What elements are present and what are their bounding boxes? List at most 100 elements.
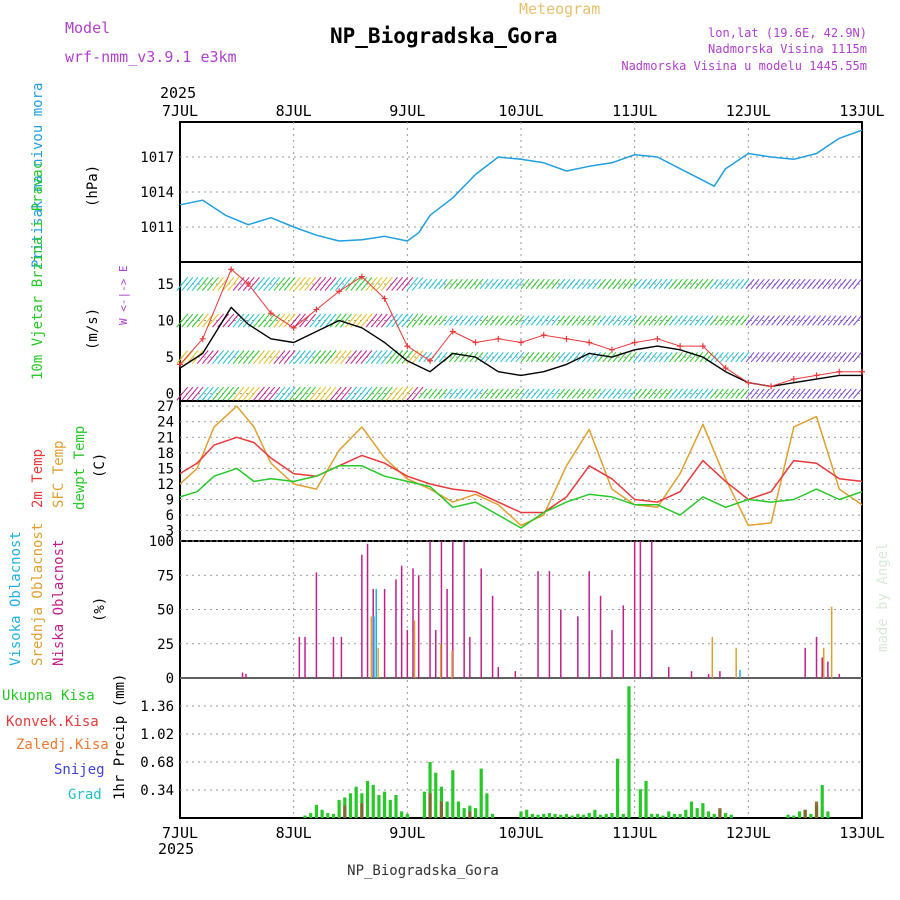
wind-barb (847, 351, 857, 363)
total-precip-bar (462, 808, 466, 818)
wind-barb (484, 351, 494, 363)
top-year-label: 2025 (160, 84, 196, 102)
wind-barb (720, 278, 729, 290)
y-tick-label: 1.02 (140, 727, 174, 743)
wind-barb (817, 351, 827, 363)
wind-barb (725, 351, 734, 363)
wind-barb (643, 351, 653, 363)
wind-barb (464, 388, 474, 399)
y-tick-label: 18 (157, 446, 174, 462)
wind-gust-marker (790, 376, 797, 383)
wind-barb (847, 278, 857, 290)
wind-barb (633, 315, 642, 326)
total-precip-bar (712, 813, 716, 818)
precip-total-legend: Ukupna Kisa (2, 688, 95, 704)
wind-barb (319, 386, 332, 401)
wind-barb (273, 313, 286, 328)
wind-barb (745, 351, 755, 363)
wind-barb (401, 386, 414, 401)
wind-barb (766, 351, 775, 363)
wind-barb (551, 388, 561, 399)
cloud-high-ylabel: Visoka Oblacnost (8, 531, 24, 666)
wind-barb (201, 386, 214, 401)
total-precip-bar (422, 791, 426, 818)
wind-barb (309, 386, 322, 401)
wind-barb (355, 313, 368, 328)
wind-barb (791, 388, 801, 399)
grid-lines (180, 122, 862, 818)
wind-barb (720, 351, 729, 363)
wind-barb (469, 278, 479, 290)
wind-barb (617, 388, 627, 399)
wind-barb (242, 386, 255, 401)
wind-barb (273, 386, 286, 401)
wind-gust-marker (472, 339, 479, 346)
credit-watermark: made by Angel (875, 542, 891, 652)
wind-barb (679, 351, 688, 363)
wind-barb (812, 315, 821, 326)
wind-barb (546, 278, 555, 290)
wind-barb (360, 313, 373, 328)
wind-gust-marker (586, 339, 593, 346)
wind-barb (735, 278, 745, 290)
wind-barb (520, 351, 530, 363)
y-tick-label: 27 (157, 399, 174, 415)
wind-barb (725, 388, 734, 399)
y-tick-labels: 1011101410170510153691215182124270255075… (140, 150, 174, 799)
wind-barb (406, 386, 419, 401)
y-tick-label: 5 (166, 350, 174, 366)
wind-barb (237, 386, 250, 401)
wind-barb (576, 388, 586, 399)
wind-barb (786, 388, 796, 399)
wind-barb (597, 388, 607, 399)
wind-barb (725, 278, 734, 290)
wind-barb (340, 350, 352, 365)
wind-barb (576, 315, 586, 326)
wind-barb (704, 315, 714, 326)
wind-barb (222, 277, 235, 291)
wind-barb (283, 350, 296, 365)
wind-barb (515, 351, 525, 363)
precip-conv-legend: Konvek.Kisa (6, 714, 99, 730)
total-precip-bar (519, 811, 523, 818)
total-precip-bar (701, 803, 705, 818)
wind-barb (546, 388, 555, 399)
wind-barb (299, 386, 311, 401)
series-layer (177, 129, 865, 818)
wind-gust-marker (836, 368, 843, 375)
wind-barb (842, 315, 852, 326)
wind-barb (222, 313, 235, 328)
wind-barb (176, 313, 189, 328)
wind-barb (201, 350, 214, 365)
wind-barb (668, 351, 678, 363)
wind-barb (786, 315, 796, 326)
wind-gust-marker (813, 372, 820, 379)
wind-barb (760, 315, 770, 326)
wind-barb (380, 313, 393, 328)
wind-barb (222, 386, 235, 401)
wind-gust-marker (449, 328, 456, 335)
wind-barb (428, 315, 438, 326)
wind-barb (541, 351, 550, 363)
wind-barb (278, 386, 291, 401)
wind-barb (530, 278, 540, 290)
wind-barb (454, 388, 463, 399)
wind-barb (433, 315, 443, 326)
total-precip-bar (667, 811, 671, 818)
wind-barb (750, 278, 760, 290)
wind-barb (438, 388, 448, 399)
y-tick-label: 3 (166, 524, 174, 540)
wind-barb (186, 313, 199, 328)
wind-barb (587, 278, 596, 290)
wind-barb (299, 350, 311, 365)
wind-barb (535, 388, 545, 399)
wind-barb (714, 278, 724, 290)
wind-barb (232, 313, 245, 328)
wind-barb (263, 313, 276, 328)
wind-barb (288, 350, 301, 365)
wind-barb (500, 388, 509, 399)
wind-barb (674, 315, 683, 326)
wind-barb (807, 351, 816, 363)
wind-barb (847, 315, 857, 326)
wind-barb (232, 277, 245, 291)
